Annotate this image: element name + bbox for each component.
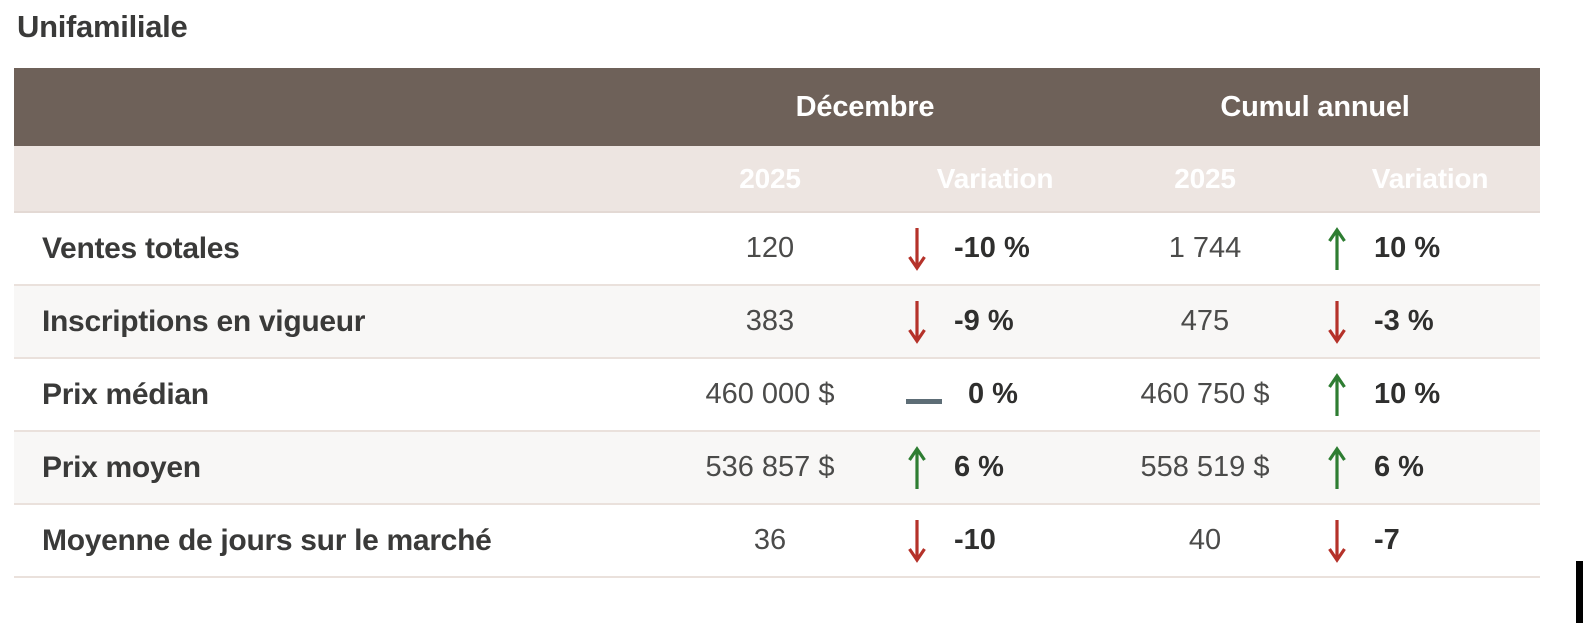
- dec-variation-cell: 0 %: [900, 370, 1090, 420]
- cum-variation-value: -7: [1374, 524, 1400, 556]
- up-arrow-icon: [1328, 445, 1346, 489]
- up-arrow-icon: [1328, 372, 1346, 416]
- cum-trend-icon: [1326, 516, 1348, 566]
- cum-value: 460 750 $: [1140, 378, 1270, 410]
- row-label: Prix médian: [42, 377, 209, 411]
- cum-trend-icon: [1326, 224, 1348, 274]
- cum-value: 40: [1188, 524, 1222, 556]
- dec-trend-icon: [906, 370, 942, 420]
- cum-variation-value: 6 %: [1374, 451, 1424, 483]
- cum-value: 558 519 $: [1140, 451, 1270, 483]
- dec-variation-value: -10: [954, 524, 996, 556]
- table-subheader-row: 2025 Variation 2025 Variation: [14, 146, 1540, 213]
- dec-trend-icon: [906, 443, 928, 493]
- down-arrow-icon: [1328, 300, 1346, 344]
- cum-variation-cell: 10 %: [1320, 224, 1540, 274]
- scrollbar-thumb[interactable]: [1576, 561, 1583, 623]
- cum-variation-value: -3 %: [1374, 305, 1434, 337]
- dec-value: 383: [745, 305, 795, 337]
- subheader-dec-variation: Variation: [936, 162, 1054, 194]
- cum-value: 1 744: [1168, 232, 1242, 264]
- table-row: Ventes totales 120 -10 % 1 744: [14, 213, 1540, 286]
- dec-value: 120: [745, 232, 795, 264]
- cum-variation-cell: -7: [1320, 516, 1540, 566]
- cum-variation-cell: 6 %: [1320, 443, 1540, 493]
- down-arrow-icon: [908, 300, 926, 344]
- dec-trend-icon: [906, 297, 928, 347]
- table-row: Moyenne de jours sur le marché 36 -10 40: [14, 505, 1540, 578]
- unifamiliale-stats-table: Décembre Cumul annuel 2025 Variation 202…: [14, 68, 1540, 578]
- dec-variation-cell: -10: [900, 516, 1090, 566]
- dec-trend-icon: [906, 516, 928, 566]
- dec-variation-value: 0 %: [968, 378, 1018, 410]
- down-arrow-icon: [908, 519, 926, 563]
- column-group-cumul-annuel: Cumul annuel: [1220, 90, 1410, 123]
- row-label: Ventes totales: [42, 231, 240, 265]
- dec-variation-value: -10 %: [954, 232, 1030, 264]
- down-arrow-icon: [1328, 519, 1346, 563]
- cum-value: 475: [1180, 305, 1230, 337]
- dec-trend-icon: [906, 224, 928, 274]
- row-label: Inscriptions en vigueur: [42, 304, 366, 338]
- table-body: Ventes totales 120 -10 % 1 744: [14, 213, 1540, 578]
- dec-value: 36: [753, 524, 787, 556]
- table-row: Prix moyen 536 857 $ 6 % 558 519 $: [14, 432, 1540, 505]
- cum-trend-icon: [1326, 370, 1348, 420]
- dec-variation-value: 6 %: [954, 451, 1004, 483]
- dec-variation-cell: -9 %: [900, 297, 1090, 347]
- subheader-cum-variation: Variation: [1371, 162, 1489, 194]
- subheader-dec-2025: 2025: [739, 162, 801, 194]
- up-arrow-icon: [1328, 226, 1346, 270]
- row-label: Moyenne de jours sur le marché: [42, 523, 492, 557]
- up-arrow-icon: [908, 445, 926, 489]
- row-label: Prix moyen: [42, 450, 201, 484]
- dec-value: 536 857 $: [705, 451, 835, 483]
- dec-value: 460 000 $: [705, 378, 835, 410]
- cum-variation-cell: 10 %: [1320, 370, 1540, 420]
- table-group-header-row: Décembre Cumul annuel: [14, 68, 1540, 146]
- flat-dash-icon: [906, 399, 942, 404]
- cum-variation-cell: -3 %: [1320, 297, 1540, 347]
- dec-variation-cell: -10 %: [900, 224, 1090, 274]
- table-row: Prix médian 460 000 $ 0 % 460 750 $: [14, 359, 1540, 432]
- table-row: Inscriptions en vigueur 383 -9 % 475: [14, 286, 1540, 359]
- subheader-cum-2025: 2025: [1174, 162, 1236, 194]
- cum-trend-icon: [1326, 443, 1348, 493]
- dec-variation-value: -9 %: [954, 305, 1014, 337]
- column-group-decembre: Décembre: [795, 90, 935, 123]
- cum-trend-icon: [1326, 297, 1348, 347]
- page-title: Unifamiliale: [17, 9, 188, 44]
- cum-variation-value: 10 %: [1374, 378, 1441, 410]
- cum-variation-value: 10 %: [1374, 232, 1441, 264]
- dec-variation-cell: 6 %: [900, 443, 1090, 493]
- down-arrow-icon: [908, 227, 926, 271]
